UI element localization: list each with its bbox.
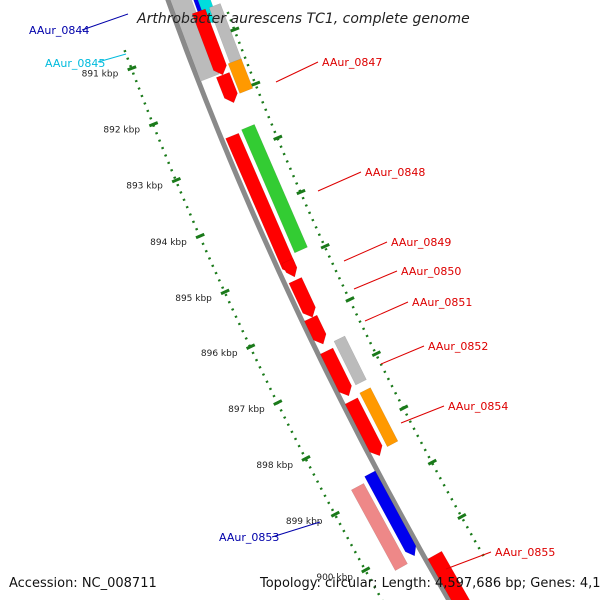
gene-0847-a [191,8,227,76]
gene-red-0852 [319,347,352,397]
callout-line [445,551,492,570]
tick-mark [371,350,382,358]
tick-mark [330,510,340,518]
tick-label: 896 kbp [201,349,238,359]
gene-label-aaur_0855: AAur_0855 [495,546,555,559]
callout-line [380,345,425,365]
gene-0849 [281,258,298,278]
tick-rows: 891 kbp 892 kbp 893 kbp 894 kbp 895 kbp 896 k… [82,11,486,600]
tick-mark [171,177,182,184]
tick-mark [345,296,355,303]
tick-mark [301,454,311,462]
right-tick-track [226,11,486,559]
gene-grey-top [170,0,220,82]
tick-mark [457,513,467,521]
tick-mark [148,121,159,128]
gene-0855 [427,550,470,600]
gene-label-aaur_0854: AAur_0854 [448,400,508,413]
gene-label-aaur_0851: AAur_0851 [412,296,472,309]
tick-label: 899 kbp [286,517,323,527]
tick-mark [230,26,240,33]
tick-label: 895 kbp [175,294,212,304]
tick-mark [399,404,409,412]
tick-label: 897 kbp [228,405,265,415]
gene-0850 [288,277,316,318]
tick-label: 891 kbp [82,69,119,79]
tick-mark [195,232,205,240]
callout-line [81,13,129,31]
gene-features [170,0,470,600]
tick-mark [273,399,283,406]
gene-orange-1 [227,58,254,94]
callout-line [364,301,409,322]
tick-mark [251,80,261,87]
gene-0851 [304,314,327,345]
gene-label-aaur_0853: AAur_0853 [219,531,279,544]
gene-0847 [215,72,238,104]
callout-line [275,61,319,83]
callout-line [400,405,445,424]
gene-0853 [364,470,417,557]
callout-line [343,241,388,262]
accession-text: Accession: NC_008711 [9,576,157,591]
gene-label-aaur_0847: AAur_0847 [322,56,382,69]
gene-label-aaur_0850: AAur_0850 [401,265,461,278]
gene-labels: AAur_0844 AAur_0845 AAur_0847 AAur_0848 AAur… [29,13,555,570]
backbone-line [165,0,452,600]
gene-label-aaur_0844: AAur_0844 [29,24,89,37]
tick-mark [296,188,306,196]
tick-mark [427,458,437,466]
callout-line [271,521,321,538]
left-tick-track [123,49,384,600]
gene-label-aaur_0852: AAur_0852 [428,340,488,353]
genome-summary: Topology: circular; Length: 4,597,686 bp… [259,576,600,591]
tick-label: 892 kbp [103,126,140,136]
tick-mark [245,343,256,350]
tick-mark [220,288,230,296]
gene-label-aaur_0845: AAur_0845 [45,57,105,70]
gene-0848 [241,124,308,254]
gene-pink [350,483,408,571]
tick-label: 898 kbp [256,461,293,471]
callout-line [353,270,398,290]
tick-mark [320,242,330,250]
backbone [165,0,452,600]
gene-label-aaur_0848: AAur_0848 [365,166,425,179]
tick-label: 894 kbp [150,238,187,248]
gene-red-0854 [344,397,383,457]
genome-title: Arthrobacter aurescens TC1, complete gen… [136,11,470,27]
gene-0852 [333,335,367,386]
callout-line [317,171,362,192]
callout-line [97,53,127,63]
tick-label: 900 kbp [316,573,353,583]
gene-0854 [359,387,399,448]
gene-label-aaur_0849: AAur_0849 [391,236,451,249]
tick-label: 893 kbp [126,182,163,192]
tick-mark [273,134,283,141]
tick-mark [127,65,137,72]
tick-mark [361,566,371,574]
